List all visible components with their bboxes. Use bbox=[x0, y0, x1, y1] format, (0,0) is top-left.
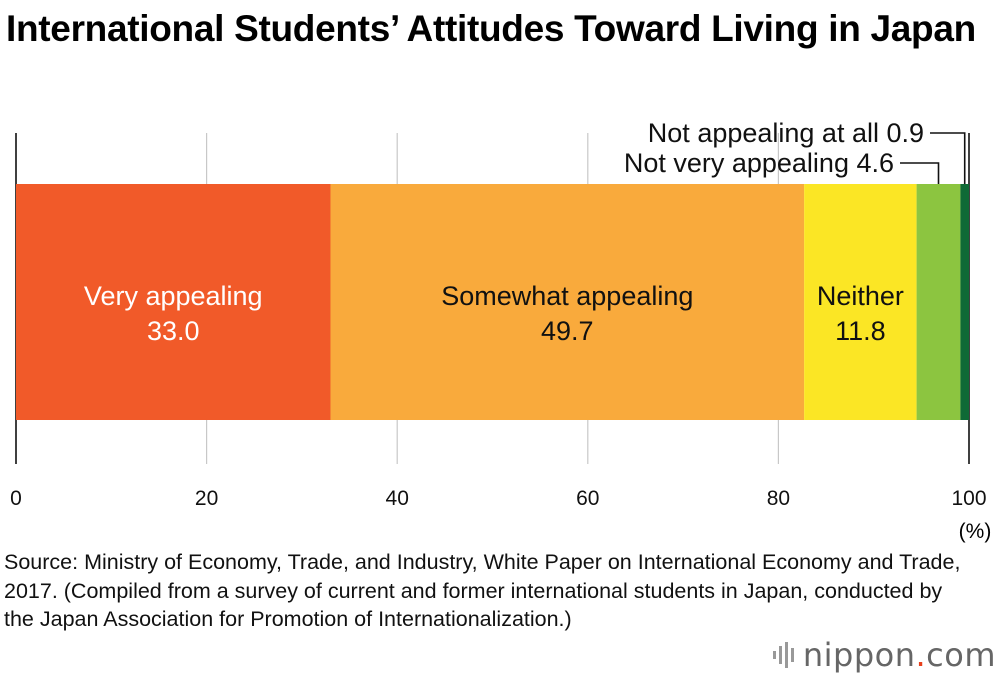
tick-label-60: 60 bbox=[576, 487, 599, 510]
callout-line-not-appealing-at-all bbox=[930, 132, 966, 184]
segment-label-neither: Neither bbox=[817, 281, 904, 311]
bar-segments bbox=[16, 184, 969, 420]
nippon-logo: nippon.com bbox=[772, 636, 996, 674]
callout-line-not-very-appealing bbox=[900, 162, 940, 184]
x-axis-ticks: 0 20 40 60 80 100 bbox=[10, 487, 986, 510]
segment-value-very-appealing: 33.0 bbox=[147, 316, 200, 346]
bar-not-appealing-at-all bbox=[960, 184, 969, 420]
bar-very-appealing bbox=[16, 184, 331, 420]
callout-label-not-very-appealing: Not very appealing 4.6 bbox=[624, 148, 894, 178]
logo-suffix: com bbox=[926, 636, 996, 674]
tick-label-40: 40 bbox=[386, 487, 409, 510]
source-note: Source: Ministry of Economy, Trade, and … bbox=[4, 550, 961, 631]
tick-label-100: 100 bbox=[951, 487, 986, 510]
logo-dot: . bbox=[915, 636, 927, 674]
segment-label-somewhat-appealing: Somewhat appealing bbox=[441, 281, 693, 311]
tick-label-80: 80 bbox=[767, 487, 790, 510]
segment-labels: Very appealing 33.0 Somewhat appealing 49.7… bbox=[84, 281, 904, 346]
callout-label-not-appealing-at-all: Not appealing at all 0.9 bbox=[648, 118, 924, 148]
stacked-bar-chart: Very appealing 33.0 Somewhat appealing 49.7… bbox=[10, 118, 992, 543]
bar-somewhat-appealing bbox=[330, 184, 805, 420]
tick-label-20: 20 bbox=[195, 487, 218, 510]
logo-name: nippon bbox=[802, 636, 916, 674]
segment-value-neither: 11.8 bbox=[835, 316, 886, 346]
unit-label: (%) bbox=[959, 520, 992, 543]
bar-not-very-appealing bbox=[916, 184, 961, 420]
tick-label-0: 0 bbox=[10, 487, 22, 510]
segment-label-very-appealing: Very appealing bbox=[84, 281, 263, 311]
logo-mark-icon bbox=[772, 642, 794, 668]
bar-neither bbox=[804, 184, 917, 420]
segment-value-somewhat-appealing: 49.7 bbox=[541, 316, 594, 346]
chart-title: International Students’ Attitudes Toward… bbox=[6, 8, 976, 49]
